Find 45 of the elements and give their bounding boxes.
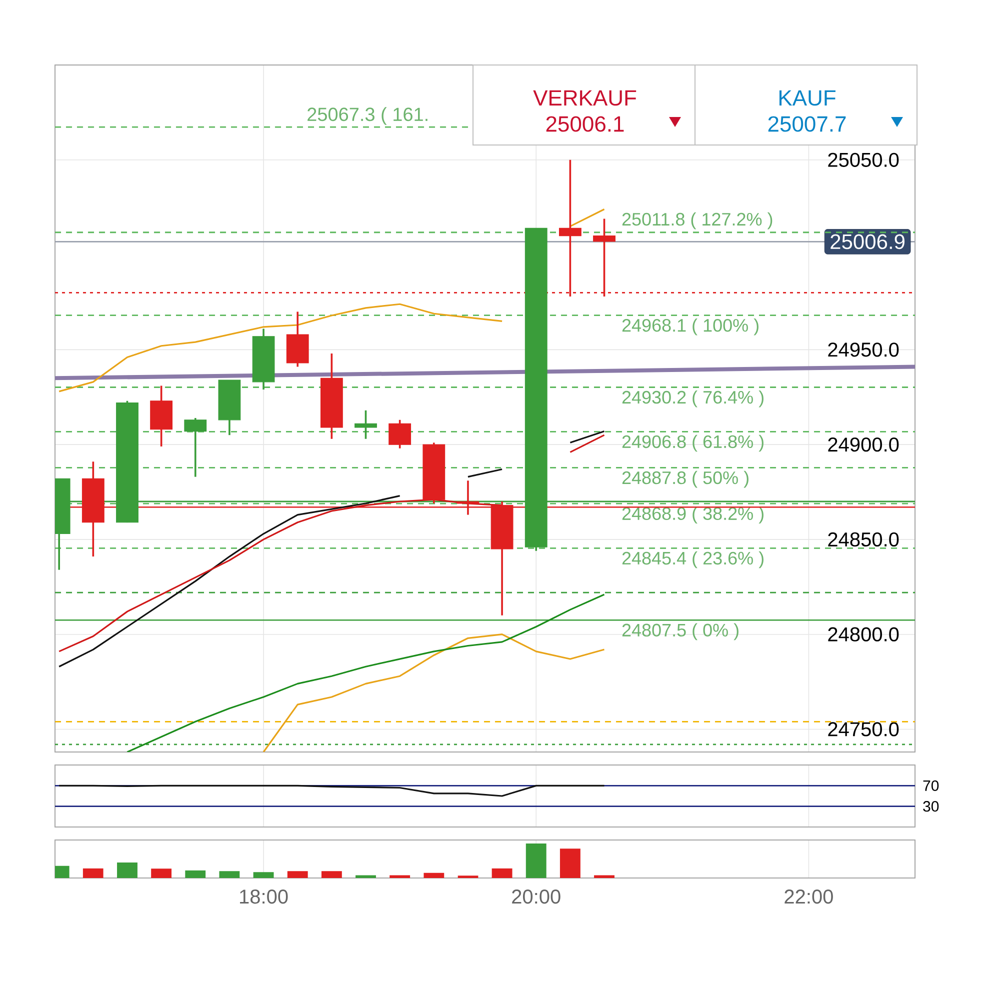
- y-tick-label: 30: [923, 801, 939, 812]
- y-tick-label: 70: [923, 780, 939, 791]
- bar: [356, 875, 376, 878]
- bar: [594, 875, 614, 878]
- bar: [151, 868, 172, 878]
- y-tick-label: 24750.0: [828, 722, 899, 736]
- bar: [185, 870, 206, 878]
- annotation: VERKAUF: [533, 90, 636, 106]
- bar: [321, 871, 342, 878]
- annotation: KAUF: [779, 90, 836, 106]
- bar: [526, 843, 546, 878]
- y-tick-label: 24900.0: [828, 437, 899, 452]
- ref-line-label: 25011.8 ( 127.2% ): [622, 212, 772, 230]
- x-tick-label: 22:00: [784, 890, 833, 904]
- ref-line-label: 24868.9 ( 38.2% ): [622, 506, 764, 524]
- annotation: 25006.1: [546, 116, 624, 132]
- candlestick: [184, 417, 207, 478]
- ref-line-label: 24845.4 ( 23.6% ): [622, 551, 764, 568]
- ref-line-label: 25067.3 ( 161.: [308, 107, 428, 125]
- y-tick-label: 24850.0: [828, 532, 899, 547]
- bar: [82, 868, 104, 878]
- line-series: [262, 634, 606, 752]
- bar: [424, 872, 444, 878]
- ref-line-label: 24968.1 ( 100% ): [622, 318, 758, 336]
- bar: [492, 868, 512, 878]
- annotation: 25007.7: [768, 116, 846, 132]
- ref-line-label: 24906.8 ( 61.8% ): [622, 434, 764, 452]
- ref-line-label: 24930.2 ( 76.4% ): [622, 390, 764, 408]
- bar: [287, 871, 308, 878]
- bar: [253, 872, 274, 878]
- bar: [560, 848, 580, 878]
- ref-line-label: 25006.9: [830, 234, 904, 250]
- ref-line-label: 24887.8 ( 50% ): [622, 470, 748, 488]
- ref-line-label: 24807.5 ( 0% ): [622, 623, 738, 640]
- bar: [390, 875, 410, 878]
- x-tick-label: 20:00: [512, 890, 560, 904]
- y-tick-label: 24800.0: [828, 627, 899, 642]
- bar: [219, 871, 240, 878]
- bar: [458, 876, 478, 878]
- bar: [117, 862, 138, 878]
- candlestick: [388, 418, 412, 450]
- x-tick-label: 18:00: [240, 890, 288, 904]
- y-tick-label: 25050.0: [828, 152, 899, 167]
- y-tick-label: 24950.0: [828, 342, 899, 357]
- candlestick: [354, 410, 377, 440]
